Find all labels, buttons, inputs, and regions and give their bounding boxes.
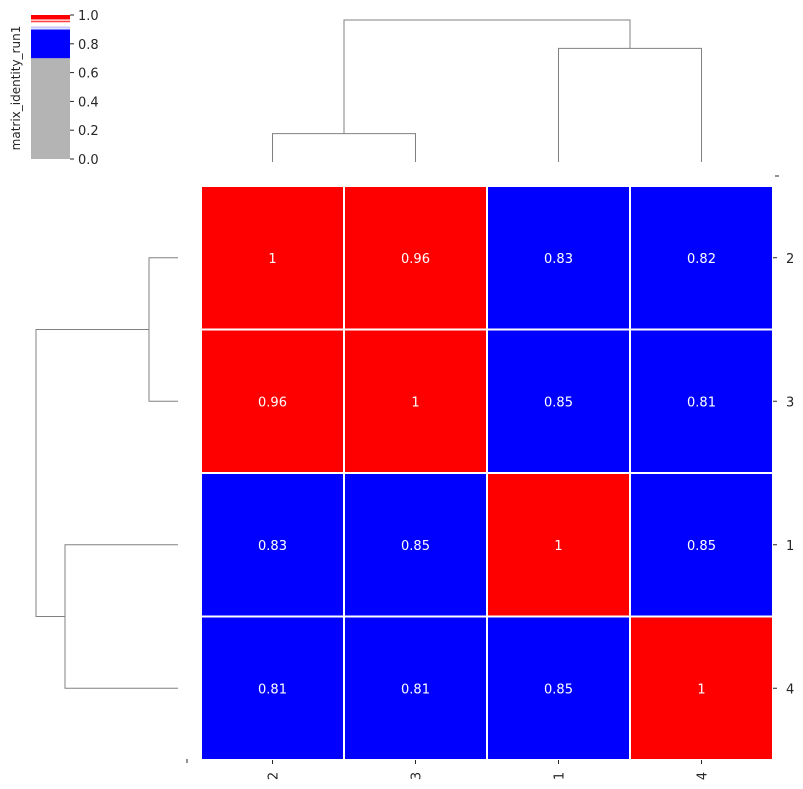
heatmap-cell — [200, 328, 345, 474]
row-tick-labels: 2 3 1 4 — [773, 175, 794, 697]
colorbar-band — [31, 15, 70, 23]
heatmap-cell — [343, 185, 488, 331]
cell-value-label: 0.96 — [401, 252, 430, 267]
cell-value-label: 0.81 — [687, 395, 716, 410]
colorbar-band — [31, 26, 70, 29]
colorbar-tick-label: 0.6 — [78, 67, 99, 82]
colorbar-band — [31, 19, 70, 22]
colorbar-band — [31, 22, 70, 30]
cell-value-label: 0.83 — [258, 539, 287, 554]
colorbar-band — [31, 29, 70, 59]
heatmap-cell — [486, 328, 631, 474]
colorbar-tick-label: 0.8 — [78, 38, 99, 53]
colorbar: 0.0 0.2 0.4 0.6 0.8 1.0 matrix_identity_run1 — [9, 9, 99, 168]
heatmap-cell — [486, 615, 631, 761]
cell-value-label: 0.85 — [687, 539, 716, 554]
col-tick-label: 1 — [553, 772, 568, 780]
heatmap-cell — [629, 328, 774, 474]
row-dendrogram — [35, 257, 178, 689]
dendrogram-link — [558, 47, 702, 162]
cell-value-label: 0.85 — [544, 395, 573, 410]
row-tick-label: 1 — [786, 539, 794, 554]
heatmap-cell — [200, 615, 345, 761]
cell-value-label: 1 — [554, 539, 562, 554]
colorbar-band — [31, 58, 70, 160]
cell-value-label: 0.96 — [258, 395, 287, 410]
colorbar-tick-label: 0.0 — [78, 153, 99, 168]
dendrogram-link — [272, 133, 416, 162]
col-tick-label: 4 — [696, 772, 711, 780]
dendrogram-link — [148, 257, 178, 402]
colorbar-tick-label: 0.4 — [78, 95, 99, 110]
heatmap-cell — [343, 472, 488, 618]
column-dendrogram — [272, 19, 702, 162]
col-tick-label: 2 — [267, 772, 282, 780]
dendrogram-link — [64, 544, 178, 689]
cell-value-label: 0.81 — [258, 682, 287, 697]
heatmap: 1 0.96 0.83 0.82 0.96 1 0.85 0.81 0.83 0.85 1 0.85 0… — [200, 185, 774, 761]
cell-value-label: 0.85 — [544, 682, 573, 697]
cell-value-label: 0.83 — [544, 252, 573, 267]
cell-value-label: 1 — [411, 395, 419, 410]
heatmap-cell — [629, 615, 774, 761]
col-tick-label: 3 — [410, 772, 425, 780]
heatmap-cell — [486, 185, 631, 331]
cell-value-label: 1 — [268, 252, 276, 267]
colorbar-tick-label: 0.2 — [78, 124, 99, 139]
colorbar-tick-label: 1.0 — [78, 9, 99, 24]
colorbar-label: matrix_identity_run1 — [9, 26, 23, 151]
dendrogram-link — [35, 329, 149, 617]
heatmap-cell — [629, 472, 774, 618]
heatmap-cell — [343, 615, 488, 761]
row-tick-label: 4 — [786, 682, 794, 697]
column-tick-labels: 2 3 1 4 — [186, 759, 711, 780]
heatmap-cell — [343, 328, 488, 474]
cell-value-label: 0.81 — [401, 682, 430, 697]
cell-value-label: 0.82 — [687, 252, 716, 267]
row-tick-label: 3 — [786, 395, 794, 410]
cell-value-label: 1 — [697, 682, 705, 697]
cell-value-label: 0.85 — [401, 539, 430, 554]
row-tick-label: 2 — [786, 252, 794, 267]
heatmap-cell — [486, 472, 631, 618]
dendrogram-link — [343, 19, 631, 134]
